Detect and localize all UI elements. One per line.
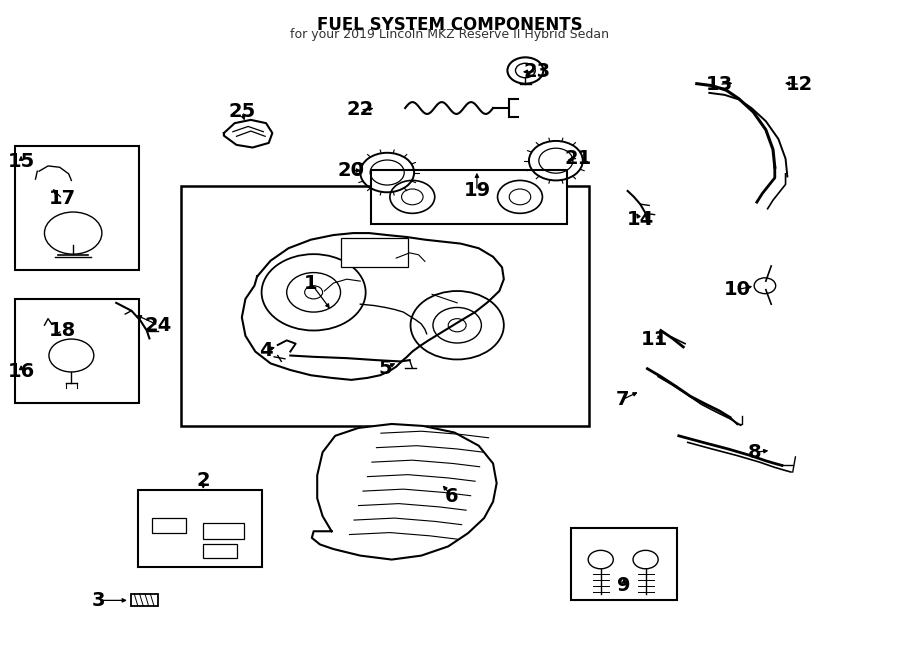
Text: 15: 15 [7, 153, 35, 171]
Polygon shape [311, 424, 497, 560]
Text: 9: 9 [617, 576, 631, 596]
Text: 7: 7 [616, 390, 629, 409]
Text: 20: 20 [338, 161, 364, 180]
Bar [340, 238, 408, 267]
Bar [203, 524, 244, 539]
Text: 14: 14 [626, 210, 653, 229]
Bar [131, 594, 158, 605]
Text: 23: 23 [524, 62, 551, 81]
Text: 6: 6 [445, 487, 459, 506]
Text: 25: 25 [229, 102, 256, 122]
Text: 3: 3 [92, 591, 105, 610]
Text: 11: 11 [641, 330, 668, 349]
Text: 5: 5 [379, 358, 392, 377]
Text: 16: 16 [7, 362, 35, 381]
Text: 12: 12 [787, 75, 814, 94]
Text: 1: 1 [304, 274, 318, 293]
Bar [181, 186, 590, 426]
Text: 2: 2 [196, 471, 210, 490]
Bar [203, 545, 238, 558]
Text: 22: 22 [346, 100, 374, 120]
Text: 4: 4 [259, 341, 273, 360]
Text: 8: 8 [748, 443, 762, 462]
Bar [14, 146, 139, 270]
Text: 24: 24 [145, 316, 172, 334]
Text: 10: 10 [724, 280, 751, 299]
Bar [152, 518, 186, 533]
Text: 17: 17 [49, 189, 76, 208]
Bar [138, 490, 262, 567]
Text: FUEL SYSTEM COMPONENTS: FUEL SYSTEM COMPONENTS [317, 16, 583, 34]
Text: 18: 18 [49, 321, 76, 340]
Text: 21: 21 [564, 149, 592, 167]
Polygon shape [224, 120, 273, 147]
Bar [371, 170, 567, 224]
Bar [14, 299, 139, 403]
Bar [572, 528, 677, 600]
Text: for your 2019 Lincoln MKZ Reserve II Hybrid Sedan: for your 2019 Lincoln MKZ Reserve II Hyb… [291, 28, 609, 41]
Text: 13: 13 [706, 75, 733, 94]
Text: 19: 19 [464, 182, 490, 200]
